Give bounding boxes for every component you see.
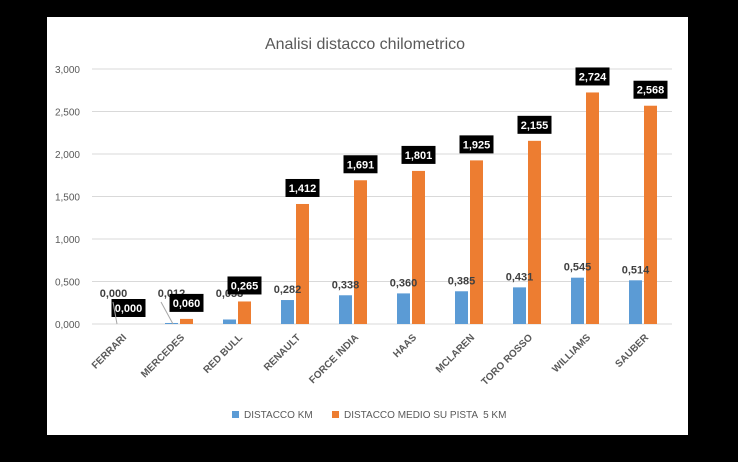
- data-label-distacco-km-sauber: 0,514: [622, 264, 650, 276]
- x-category-ferrari: FERRARI: [90, 332, 129, 371]
- y-tick-label: 0,000: [55, 320, 80, 331]
- data-label-box-distacco-medio-renault: [285, 178, 320, 197]
- chart-card: Analisi distacco chilometrico 0,000 0,500…: [47, 17, 688, 435]
- legend: DISTACCO KM DISTACCO MEDIO SU PISTA 5 KM: [232, 410, 506, 421]
- data-label-distacco-medio-mclaren: 1,925: [463, 139, 491, 151]
- bar-distacco-medio-sauber: [644, 105, 657, 324]
- data-label-distacco-medio-force-india: 1,691: [347, 159, 375, 171]
- leader-line-distacco-km-ferrari: [112, 301, 118, 325]
- bar-distacco-medio-mclaren: [470, 160, 483, 324]
- x-category-mclaren: MCLAREN: [434, 332, 477, 375]
- x-axis-categories: FERRARI MERCEDES RED BULL RENAULT FORCE INDI…: [90, 332, 652, 388]
- bar-distacco-km-haas: [397, 293, 410, 324]
- y-tick-label: 1,000: [55, 235, 80, 246]
- y-tick-label: 0,500: [55, 278, 80, 289]
- x-category-force-india: FORCE INDIA: [307, 332, 361, 386]
- x-category-red-bull: RED BULL: [202, 332, 246, 376]
- x-category-mercedes: MERCEDES: [139, 332, 187, 380]
- bar-distacco-km-mclaren: [455, 291, 468, 324]
- data-label-box-distacco-medio-williams: [575, 67, 610, 86]
- data-label-distacco-km-toro-rosso: 0,431: [506, 271, 534, 283]
- x-category-renault: RENAULT: [262, 332, 303, 373]
- data-label-distacco-km-mclaren: 0,385: [448, 275, 476, 287]
- data-label-box-distacco-medio-force-india: [343, 155, 378, 174]
- bars: [165, 92, 657, 325]
- data-label-distacco-medio-toro-rosso: 2,155: [521, 120, 549, 132]
- data-label-distacco-medio-red-bull: 0,265: [231, 280, 259, 292]
- data-label-distacco-km-renault: 0,282: [274, 284, 302, 296]
- data-label-distacco-medio-ferrari: 0,000: [115, 303, 143, 315]
- y-tick-label: 2,500: [55, 108, 80, 119]
- bar-distacco-km-renault: [281, 300, 294, 324]
- y-tick-label: 1,500: [55, 193, 80, 204]
- data-label-distacco-km-ferrari: 0,000: [100, 288, 128, 300]
- data-label-box-distacco-medio-red-bull: [227, 276, 262, 295]
- data-label-distacco-medio-mercedes: 0,060: [173, 298, 201, 310]
- data-label-box-distacco-medio-toro-rosso: [517, 115, 552, 134]
- data-label-distacco-medio-sauber: 2,568: [637, 85, 665, 97]
- bar-distacco-km-force-india: [339, 295, 352, 324]
- bar-distacco-km-williams: [571, 277, 584, 324]
- y-tick-label: 2,000: [55, 150, 80, 161]
- leader-line-distacco-km-mercedes: [160, 301, 174, 325]
- bar-distacco-medio-williams: [586, 92, 599, 325]
- bar-distacco-medio-renault: [296, 203, 309, 324]
- x-category-toro-rosso: TORO ROSSO: [480, 332, 536, 388]
- bar-distacco-medio-red-bull: [238, 301, 251, 324]
- bar-distacco-km-toro-rosso: [513, 287, 526, 324]
- bar-distacco-medio-haas: [412, 170, 425, 324]
- bar-distacco-km-sauber: [629, 280, 642, 324]
- data-label-box-distacco-medio-ferrari: [111, 299, 146, 317]
- legend-label-distacco-km: DISTACCO KM: [244, 410, 313, 421]
- bar-distacco-km-mercedes: [165, 322, 178, 324]
- bar-distacco-km-red-bull: [223, 319, 236, 324]
- data-label-distacco-medio-haas: 1,801: [405, 150, 433, 162]
- bar-chart: Analisi distacco chilometrico 0,000 0,500…: [55, 36, 672, 421]
- data-label-distacco-km-haas: 0,360: [390, 277, 418, 289]
- data-label-distacco-km-force-india: 0,338: [332, 279, 360, 291]
- legend-swatch-distacco-medio: [332, 411, 339, 418]
- chart-title: Analisi distacco chilometrico: [265, 36, 465, 53]
- bar-distacco-medio-force-india: [354, 180, 367, 324]
- data-label-box-distacco-medio-sauber: [633, 80, 668, 99]
- x-category-sauber: SAUBER: [613, 332, 651, 370]
- data-label-box-distacco-medio-mercedes: [169, 293, 204, 312]
- data-label-distacco-km-williams: 0,545: [564, 262, 592, 274]
- data-label-box-distacco-medio-haas: [401, 145, 436, 164]
- y-tick-label: 3,000: [55, 65, 80, 76]
- y-axis-ticks: 0,000 0,500 1,000 1,500 2,000 2,500 3,000: [55, 65, 80, 331]
- bar-distacco-medio-mercedes: [180, 318, 193, 324]
- bar-distacco-medio-toro-rosso: [528, 140, 541, 324]
- data-label-distacco-medio-renault: 1,412: [289, 183, 317, 195]
- legend-label-distacco-medio: DISTACCO MEDIO SU PISTA 5 KM: [344, 410, 506, 421]
- x-category-haas: HAAS: [391, 332, 419, 360]
- legend-swatch-distacco-km: [232, 411, 239, 418]
- data-label-box-distacco-medio-mclaren: [459, 135, 494, 154]
- gridlines: [92, 68, 672, 325]
- data-labels: 0,0000,0000,0120,0600,0530,2650,2821,412…: [100, 67, 668, 325]
- x-category-williams: WILLIAMS: [550, 332, 593, 375]
- data-label-distacco-medio-williams: 2,724: [579, 71, 607, 83]
